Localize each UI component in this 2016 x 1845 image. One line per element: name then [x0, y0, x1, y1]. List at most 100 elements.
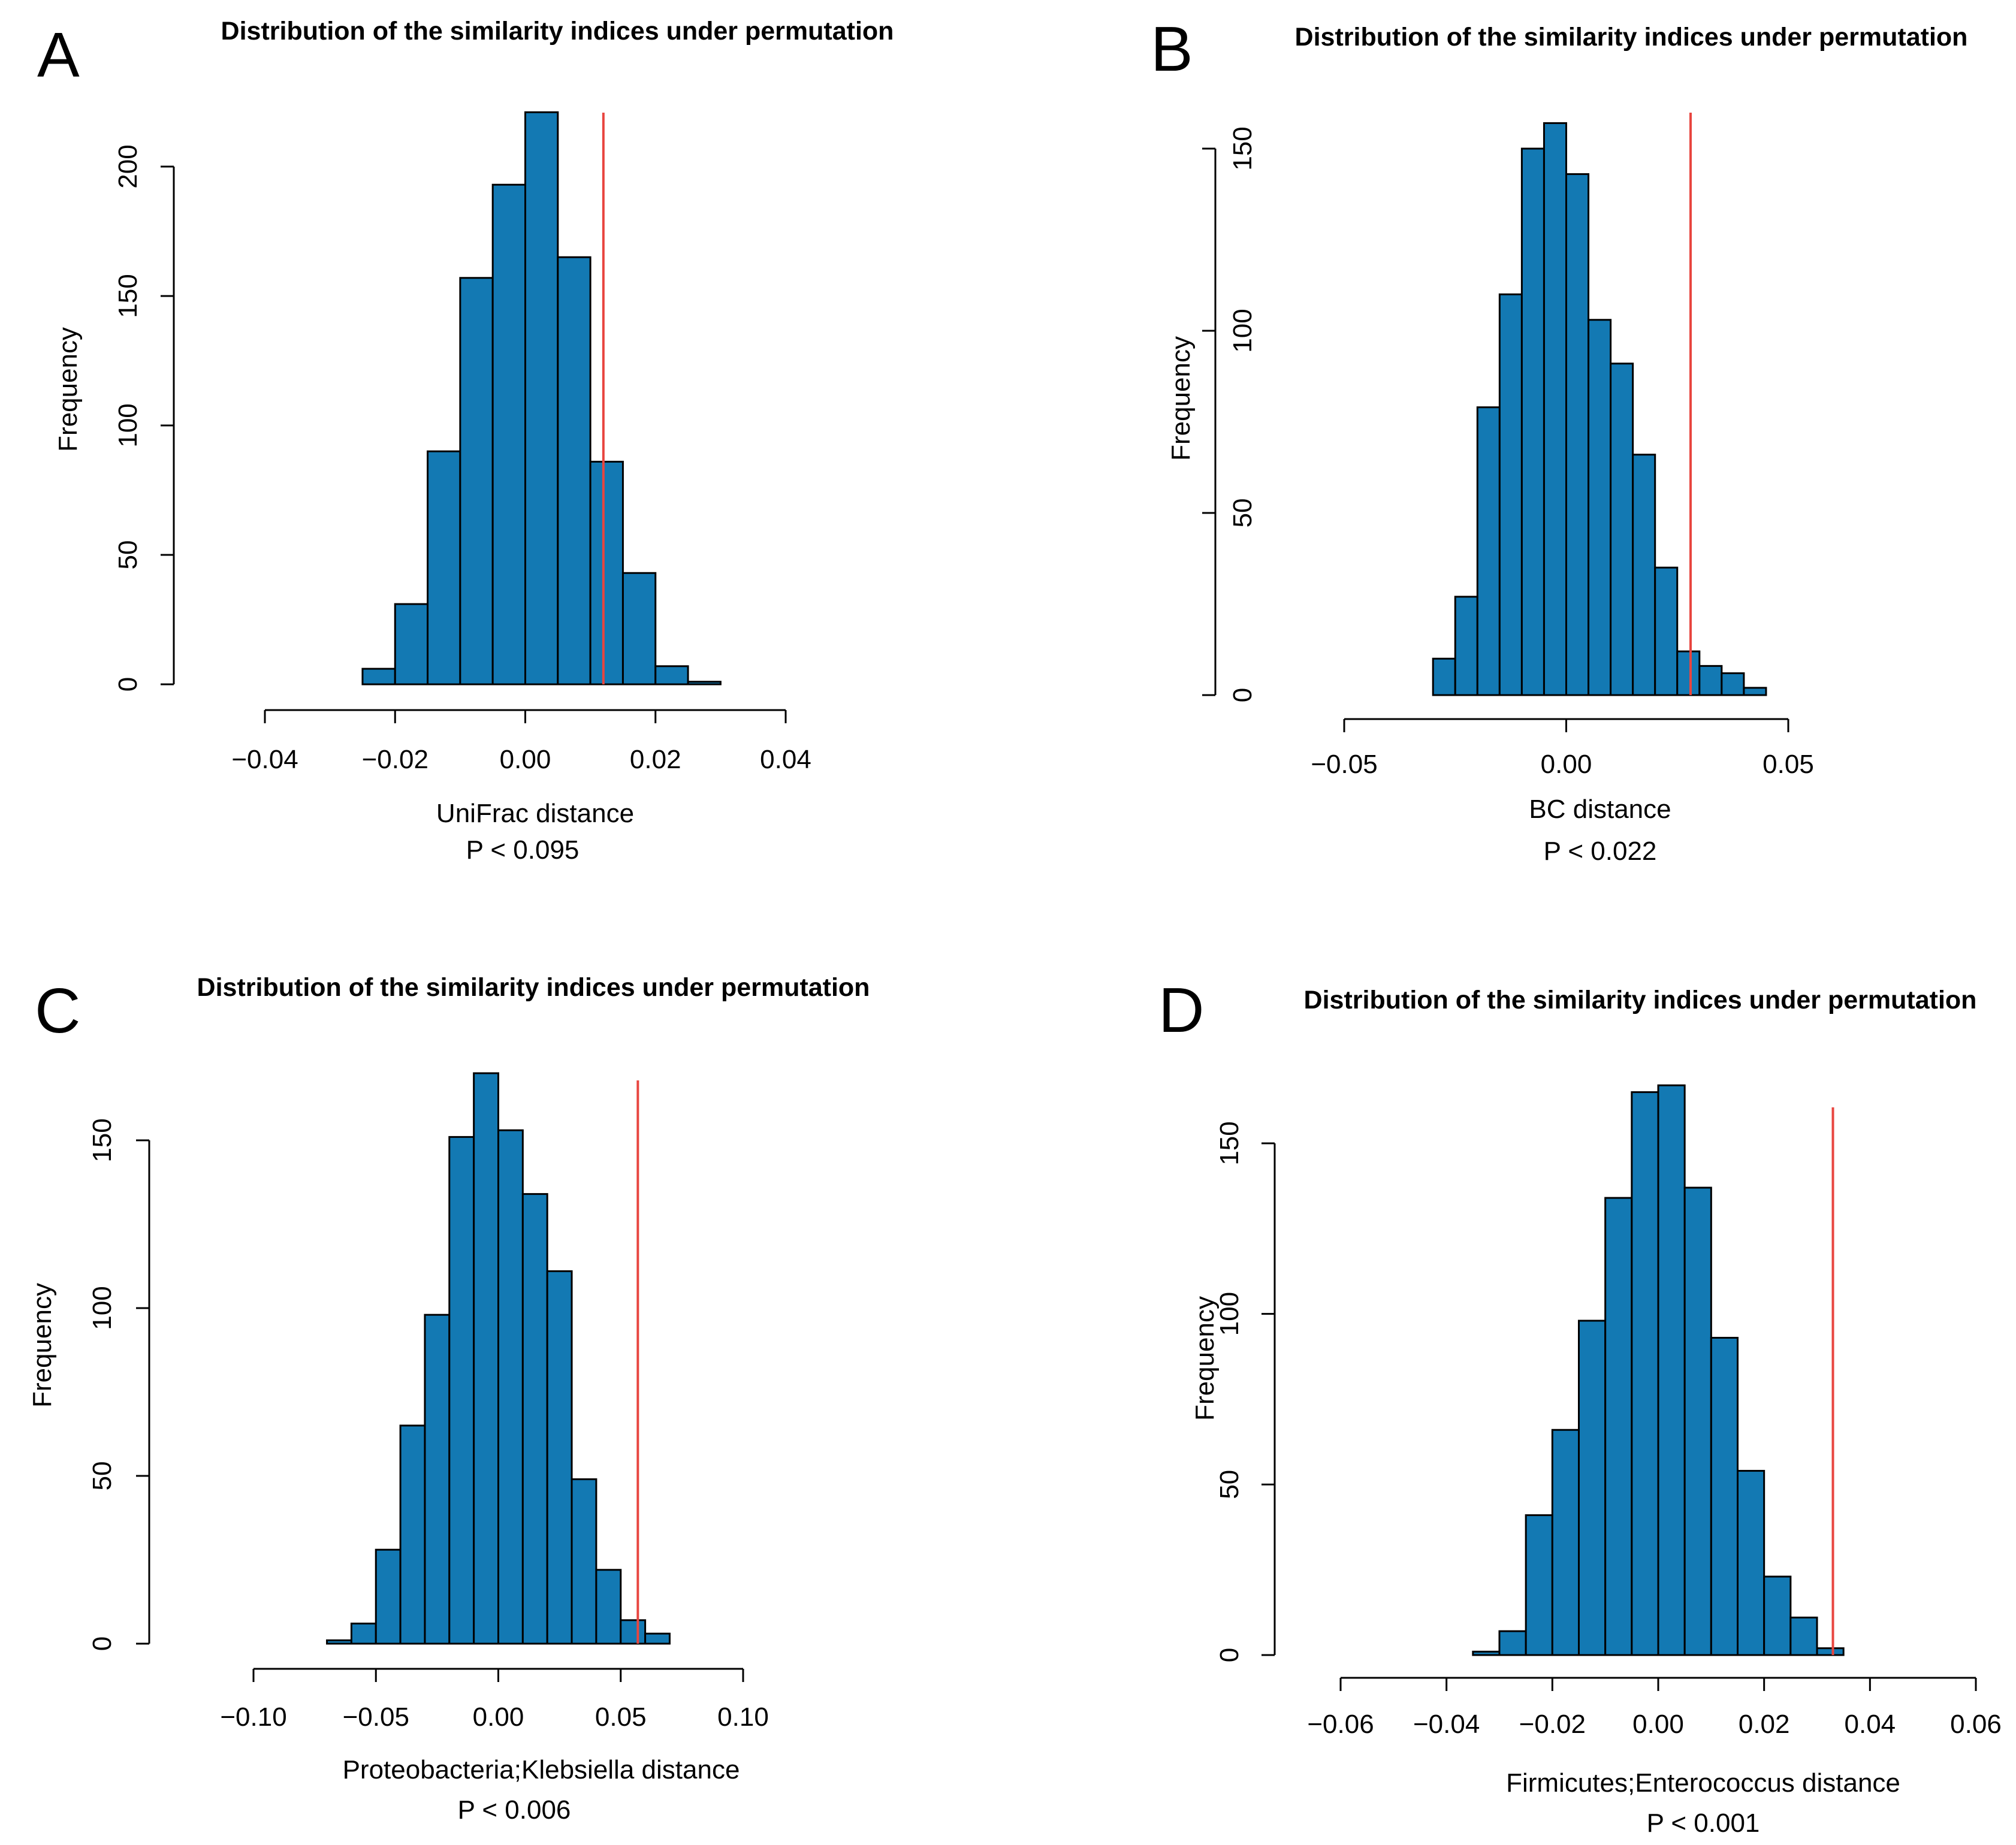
x-tick-label: 0.00 [500, 745, 551, 774]
histogram-bar [1631, 1091, 1659, 1656]
x-tick-label: −0.02 [1519, 1710, 1586, 1739]
y-tick-label: 50 [113, 540, 143, 570]
histogram-bar [361, 668, 396, 686]
histogram-bar [326, 1639, 352, 1645]
histogram-bar [1498, 1630, 1527, 1656]
y-tick-label: 150 [87, 1118, 117, 1162]
x-tick-label: 0.02 [630, 745, 681, 774]
y-tick-label: 150 [1228, 126, 1257, 170]
histogram-bar [521, 1193, 548, 1645]
bars [361, 111, 722, 686]
histogram-bar [459, 277, 494, 686]
bars [326, 1072, 671, 1645]
y-tick-label: 50 [1215, 1470, 1244, 1499]
chart-title: Distribution of the similarity indices u… [221, 17, 894, 46]
panel-letter: C [35, 976, 81, 1046]
x-tick-label: 0.00 [1541, 750, 1592, 779]
x-tick-label: 0.06 [1950, 1710, 2002, 1739]
histogram-bar [687, 681, 722, 686]
x-tick-label: 0.05 [595, 1702, 647, 1732]
histogram-bar [1743, 687, 1767, 696]
y-axis-title: Frequency [1166, 336, 1196, 461]
histogram-bar [621, 572, 657, 686]
x-axis-title: UniFrac distance [436, 799, 634, 828]
histogram-bar [571, 1478, 597, 1645]
histogram-bar [654, 665, 689, 686]
histogram-bar [1610, 363, 1634, 696]
x-axis-title: BC distance [1529, 795, 1671, 824]
histogram-bar [1565, 173, 1590, 696]
histogram-bar [399, 1424, 426, 1645]
bars [1432, 122, 1767, 696]
histogram-bar [497, 1129, 524, 1645]
panel-letter: D [1158, 975, 1205, 1046]
y-tick-label: 0 [1215, 1648, 1244, 1662]
panel-a: A Distribution of the similarity indices… [37, 17, 894, 865]
panel-b: B Distribution of the similarity indices… [1151, 14, 1967, 866]
panel-d: D Distribution of the similarity indices… [1158, 975, 2002, 1838]
histogram-bar [620, 1619, 647, 1645]
axes: −0.04 −0.02 0.00 0.02 0.04 0 50 100 150 200 [113, 144, 811, 774]
histogram-bar [595, 1569, 622, 1645]
chart-title: Distribution of the similarity indices u… [197, 973, 870, 1002]
x-tick-label: −0.04 [231, 745, 298, 774]
panel-letter: A [37, 20, 80, 90]
histogram-bar [394, 603, 429, 686]
x-tick-label: −0.05 [343, 1702, 409, 1732]
histogram-bar [1432, 657, 1456, 696]
histogram-bar [427, 450, 461, 686]
panel-letter: B [1151, 14, 1193, 84]
histogram-bar [1632, 454, 1656, 696]
p-value-label: P < 0.006 [458, 1795, 571, 1825]
histogram-bar [1683, 1186, 1712, 1656]
y-tick-label: 100 [1215, 1292, 1244, 1336]
y-tick-label: 100 [87, 1286, 117, 1330]
histogram-bar [1472, 1650, 1501, 1656]
x-tick-label: 0.04 [1845, 1710, 1896, 1739]
histogram-bar [557, 256, 591, 686]
histogram-bar [375, 1548, 402, 1645]
panel-c: C Distribution of the similarity indices… [28, 973, 870, 1825]
histogram-bar [1654, 566, 1679, 696]
y-tick-label: 0 [87, 1636, 117, 1651]
histogram-bar [1657, 1084, 1686, 1656]
y-tick-label: 0 [113, 677, 143, 692]
histogram-bar [1498, 293, 1523, 696]
histogram-bar [589, 460, 624, 686]
x-axis-title: Proteobacteria;Klebsiella distance [343, 1755, 740, 1784]
histogram-bar [424, 1313, 451, 1645]
x-tick-label: 0.04 [760, 745, 811, 774]
histogram-bar [1721, 672, 1745, 696]
axes: −0.06 −0.04 −0.02 0.00 0.02 0.04 0.06 0 50 100 150 [1215, 1121, 2002, 1739]
y-tick-label: 150 [113, 274, 143, 318]
x-axis-title: Firmicutes;Enterococcus distance [1506, 1768, 1900, 1798]
axes: −0.10 −0.05 0.00 0.05 0.10 0 50 100 150 [87, 1118, 769, 1732]
y-tick-label: 150 [1215, 1121, 1244, 1165]
chart-title: Distribution of the similarity indices u… [1295, 23, 1968, 52]
chart-title: Distribution of the similarity indices u… [1304, 986, 1977, 1014]
histogram-bar [1710, 1337, 1739, 1656]
x-tick-label: 0.00 [1632, 1710, 1684, 1739]
p-value-label: P < 0.001 [1647, 1808, 1760, 1838]
x-tick-label: −0.04 [1413, 1710, 1480, 1739]
x-tick-label: 0.10 [717, 1702, 769, 1732]
histogram-bar [1676, 650, 1701, 696]
y-tick-label: 200 [113, 144, 143, 188]
histogram-bar [1520, 147, 1545, 696]
y-axis-title: Frequency [28, 1283, 57, 1408]
histogram-bar [1604, 1197, 1633, 1656]
histogram-bar [546, 1270, 573, 1645]
y-axis-title: Frequency [1190, 1296, 1220, 1421]
axes: −0.05 0.00 0.05 0 50 100 150 [1202, 126, 1814, 779]
histogram-bar [1525, 1514, 1553, 1656]
y-tick-label: 50 [1228, 499, 1257, 528]
histogram-bar [1588, 319, 1612, 696]
x-tick-label: 0.00 [473, 1702, 524, 1732]
y-tick-label: 100 [113, 403, 143, 447]
x-tick-label: −0.10 [220, 1702, 286, 1732]
x-tick-label: 0.02 [1739, 1710, 1790, 1739]
histogram-bar [1578, 1319, 1607, 1656]
histogram-bar [1737, 1470, 1765, 1656]
y-tick-label: 0 [1228, 688, 1257, 702]
